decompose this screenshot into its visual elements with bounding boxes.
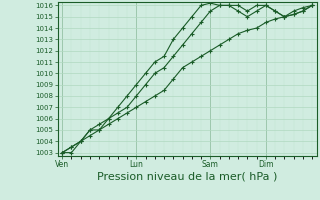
- X-axis label: Pression niveau de la mer( hPa ): Pression niveau de la mer( hPa ): [97, 172, 277, 182]
